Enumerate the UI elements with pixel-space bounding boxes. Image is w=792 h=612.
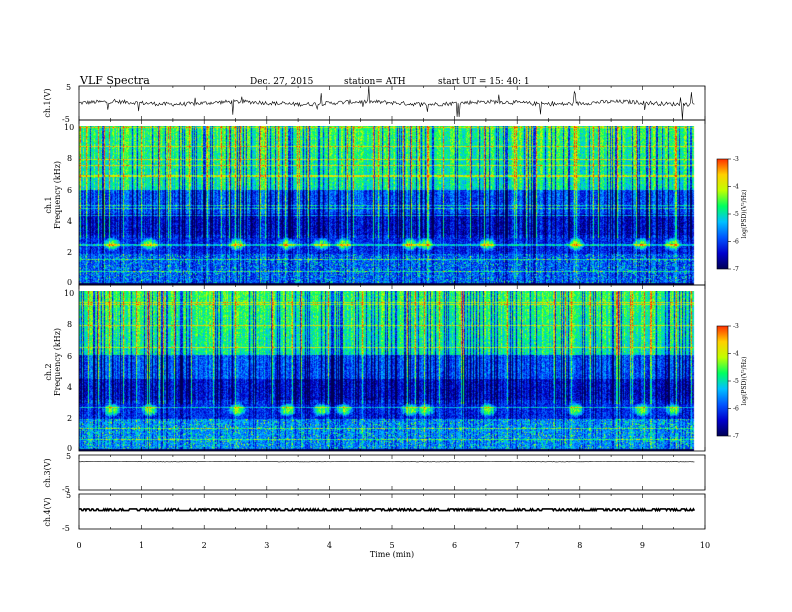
colorbar-tick-label: -7 [733,433,739,440]
station-label: station= ATH [344,77,406,87]
ch1-ftick-8: 8 [67,154,72,163]
ch4-frame [78,493,706,530]
ch1-colorbar-label: log(PSD)(V²/Hz) [741,190,748,239]
ch2-ftick-2: 2 [67,414,72,423]
ch1-colorbar-gradient [717,159,728,269]
ch4-panel: 5 -5 ch.4(V) [43,491,706,533]
ch3-ylabel: ch.3(V) [43,458,52,487]
ch2-frequency-label: Frequency (kHz) [53,328,62,396]
x-tick-label-6: 6 [452,541,457,550]
ch3-frame [78,454,706,491]
ch2-colorbar-ticks: -3 -4 -5 -6 -7 [728,323,739,440]
ch1-spectrogram-image [79,126,705,285]
ch1-ftick-0: 0 [67,278,72,287]
ch2-channel-label: ch.2 [44,363,53,380]
colorbar-tick-label: -4 [733,184,739,191]
x-tick-label-4: 4 [327,541,332,550]
ch1-colorbar-ticks: -3 -4 -5 -6 -7 [728,156,739,273]
ch4-waveform-line [79,507,696,513]
ch4-ytick-top: 5 [66,491,71,500]
ch3-waveform-line [78,461,695,463]
ch1-panel: 5 -5 ch.1(V) [43,83,706,124]
ch2-ftick-6: 6 [67,352,72,361]
ch1-ftick-2: 2 [67,248,72,257]
ch3-ytick-bottom: -5 [62,485,70,494]
colorbar-tick-label: -3 [733,323,739,330]
colorbar-tick-label: -6 [733,406,739,413]
ch2-ftick-0: 0 [67,444,72,453]
start-time-label: start UT = 15: 40: 1 [438,77,530,87]
ch1-colorbar: -3 -4 -5 -6 -7 log(PSD)(V²/Hz) [716,156,748,273]
colorbar-tick-label: -6 [733,239,739,246]
x-tick-label-5: 5 [389,541,394,550]
x-tick-label-2: 2 [202,541,207,550]
ch1-spectrogram-panel: 10 8 6 4 2 0 ch.1 Frequency (kHz) [44,119,706,287]
x-axis-tick-labels: 0 1 2 3 4 5 6 7 8 9 10 [76,541,710,550]
ch4-ylabel: ch.4(V) [43,497,52,526]
x-tick-label-3: 3 [264,541,269,550]
x-tick-label-10: 10 [700,541,710,550]
ch2-colorbar-gradient [717,326,728,436]
ch4-xticks [78,494,706,529]
ch2-colorbar: -3 -4 -5 -6 -7 log(PSD)(V²/Hz) [716,323,748,440]
ch3-panel: 5 -5 ch.3(V) [43,452,706,494]
date-label: Dec. 27, 2015 [250,77,314,87]
colorbar-tick-label: -4 [733,351,739,358]
colorbar-tick-label: -5 [733,211,739,218]
ch2-spectrogram-panel: 10 8 6 4 2 0 ch.2 Frequency (kHz) [44,284,706,453]
colorbar-tick-label: -7 [733,266,739,273]
ch1-frequency-label: Frequency (kHz) [53,161,62,229]
ch1-ytick-bottom: -5 [62,115,70,124]
ch2-ftick-10: 10 [64,289,74,298]
ch1-ftick-4: 4 [67,217,72,226]
x-tick-label-7: 7 [515,541,520,550]
colorbar-tick-label: -3 [733,156,739,163]
ch2-spectrogram-image [79,291,705,451]
ch1-ftick-10: 10 [64,123,74,132]
ch1-ytick-top: 5 [66,83,71,92]
ch2-ftick-4: 4 [67,383,72,392]
ch4-ytick-bottom: -5 [62,524,70,533]
ch1-ylabel: ch.1(V) [43,88,52,117]
x-tick-label-9: 9 [640,541,645,550]
colorbar-tick-label: -5 [733,378,739,385]
ch3-xticks [78,455,706,490]
ch2-ftick-8: 8 [67,320,72,329]
ch1-waveform-line [79,85,695,120]
figure-title: VLF Spectra [79,74,150,87]
x-tick-label-1: 1 [139,541,144,550]
x-tick-label-8: 8 [577,541,582,550]
ch3-ytick-top: 5 [66,452,71,461]
ch2-spectrogram-ticks [78,285,706,451]
x-axis-label: Time (min) [370,550,414,559]
ch1-ftick-6: 6 [67,186,72,195]
ch2-colorbar-label: log(PSD)(V²/Hz) [741,357,748,406]
x-tick-label-0: 0 [76,541,81,550]
ch1-channel-label: ch.1 [44,196,53,213]
